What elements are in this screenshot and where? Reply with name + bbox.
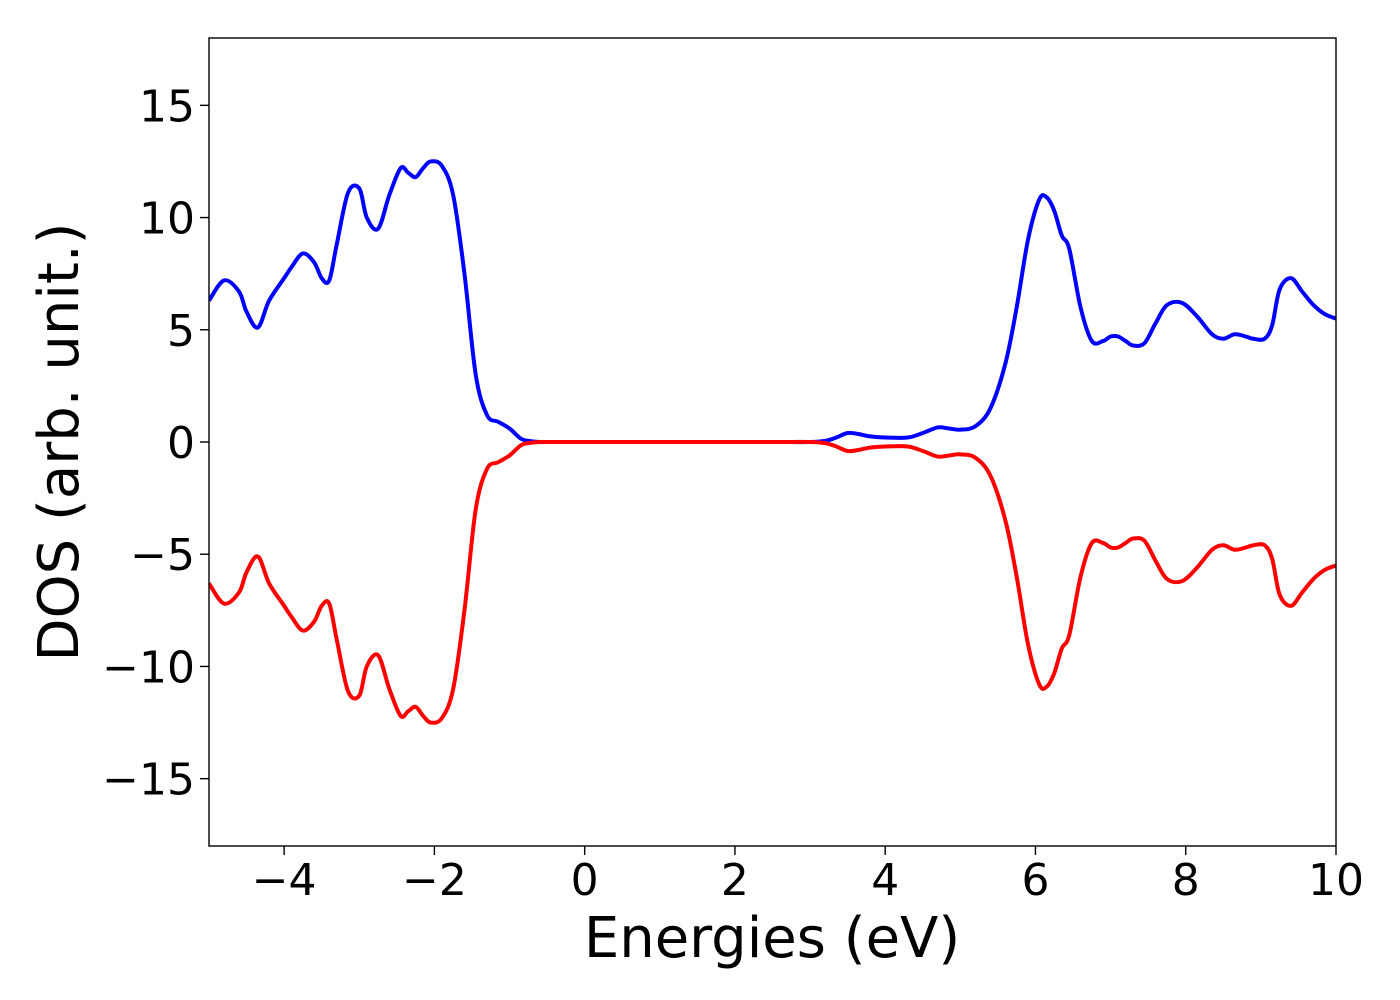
x-axis-ticks: −4 −2 0 2 4 6 8 10 [252,846,1364,906]
y-axis-label: DOS (arb. unit.) [27,222,92,661]
x-tick-label: 0 [571,855,599,906]
x-tick-label: 8 [1172,855,1200,906]
x-tick-label: 10 [1308,855,1364,906]
series-layer [209,159,1336,725]
x-axis-label: Energies (eV) [584,906,960,971]
y-tick-label: −15 [102,755,195,806]
series-line-positive [209,159,1336,445]
y-axis-ticks: −15 −10 −5 0 5 10 15 [102,81,209,806]
x-tick-label: 6 [1021,855,1049,906]
y-tick-label: 10 [139,194,195,245]
y-tick-label: −5 [130,530,195,581]
x-tick-label: 2 [721,855,749,906]
x-tick-label: −4 [252,855,317,906]
y-tick-label: 0 [167,418,195,469]
series-line-negative [209,439,1336,725]
x-tick-label: −2 [402,855,467,906]
y-tick-label: 5 [167,306,195,357]
y-tick-label: 15 [139,81,195,132]
y-tick-label: −10 [102,642,195,693]
x-tick-label: 4 [871,855,899,906]
